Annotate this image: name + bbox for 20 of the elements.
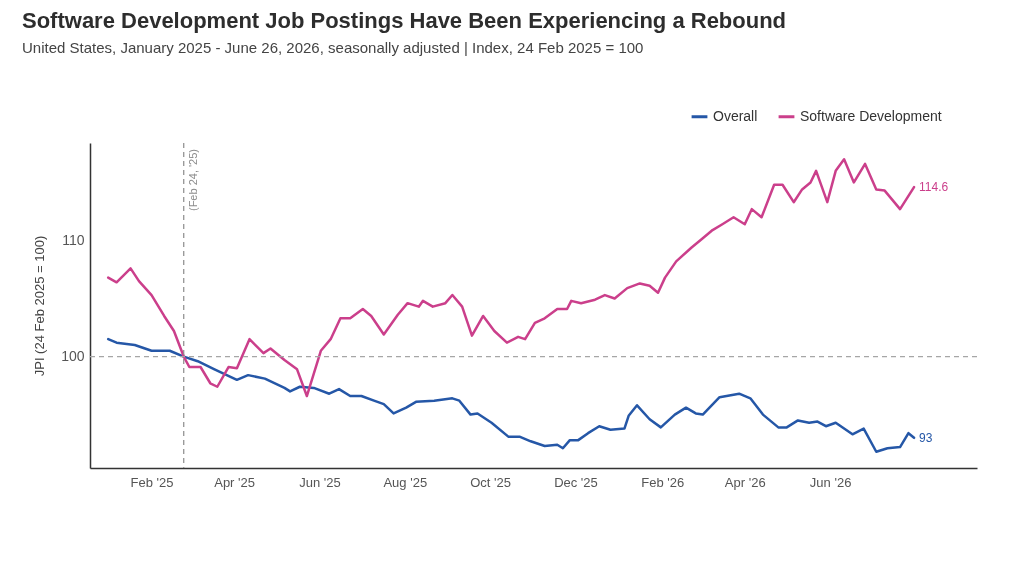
- legend-label: Overall: [713, 107, 758, 124]
- y-tick-label: 100: [61, 348, 85, 365]
- chart-subtitle: United States, January 2025 - June 26, 2026, seasonally adjusted | Index, 24 Feb 2025 = 100: [22, 39, 644, 56]
- x-tick-label: Apr '25: [214, 474, 255, 490]
- x-tick-label: Feb '26: [641, 474, 685, 490]
- x-tick-label: Jun '25: [299, 474, 341, 490]
- x-tick-label: Feb '25: [130, 474, 174, 490]
- chart-title: Software Development Job Postings Have Been Experiencing a Rebound: [22, 8, 787, 33]
- annotation: 114.6: [919, 180, 949, 195]
- ref-line-label: (Feb 24, '25): [186, 149, 199, 212]
- y-tick-label: 110: [62, 232, 85, 248]
- x-tick-label: Oct '25: [470, 474, 512, 490]
- annotation: 93: [919, 430, 933, 445]
- x-tick-label: Apr '26: [724, 474, 766, 490]
- legend-label: Software Development: [800, 107, 942, 124]
- x-tick-label: Jun '26: [809, 474, 852, 490]
- line-series: [106, 337, 916, 453]
- x-tick-label: Aug '25: [383, 474, 428, 490]
- y-axis-title: JPI (24 Feb 2025 = 100): [32, 235, 48, 377]
- x-tick-label: Dec '25: [554, 474, 598, 490]
